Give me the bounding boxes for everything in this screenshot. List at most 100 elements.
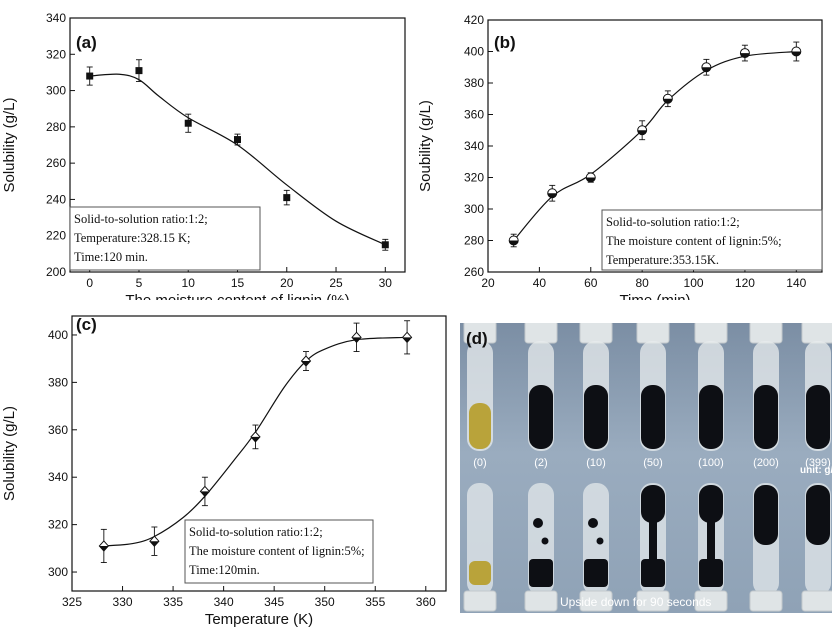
chart-b-xtick-label: 80 — [635, 276, 649, 290]
chart-c-annotation-box — [184, 519, 374, 584]
chart-c-xtick-label: 350 — [315, 595, 335, 609]
chart-c-xtick-label: 355 — [365, 595, 385, 609]
chart-a-plot-area: 0 5 10 15 20 25 30 200 220 240 260 280 300 320 340 The … — [1, 11, 406, 300]
chart-b-annotation-line: The moisture content of lignin:5%; — [606, 234, 782, 248]
chart-c-xtick-label: 340 — [214, 595, 234, 609]
chart-a-xtick-label: 15 — [231, 276, 245, 290]
chart-c-ytick-label: 340 — [48, 470, 68, 484]
vial-concentration-label: (0) — [473, 457, 486, 469]
chart-c-xtick-label: 360 — [416, 595, 436, 609]
vial-solution-inverted — [699, 559, 723, 587]
chart-b-xtick-label: 140 — [786, 276, 806, 290]
vial-cap — [801, 323, 832, 344]
chart-c-ytick-label: 300 — [48, 565, 68, 579]
chart-a-annotation-line: Temperature:328.15 K; — [74, 231, 190, 245]
vial-cap-inverted — [636, 590, 670, 612]
vial-cap-inverted — [579, 590, 613, 612]
chart-b-ytick-label: 260 — [464, 265, 484, 279]
chart-c-data-point-fill — [352, 337, 362, 343]
photo-caption: Upside down for 90 seconds — [560, 595, 711, 609]
chart-a-ytick-label: 220 — [46, 229, 66, 243]
chart-b-annotation-line: Solid-to-solution ratio:1:2; — [606, 215, 740, 229]
chart-b-data-point-fill — [547, 193, 557, 198]
chart-c-xtick-label: 330 — [113, 595, 133, 609]
chart-a-annotation-line: Solid-to-solution ratio:1:2; — [74, 212, 208, 226]
chart-c: 325 330 335 340 345 350 355 360 300 320 340 360 380 4… — [1, 315, 447, 628]
chart-b-ytick-label: 420 — [464, 13, 484, 27]
vial-cap — [636, 323, 670, 344]
panel-label-b: (b) — [494, 33, 516, 52]
vial-concentration-label: (399) — [805, 457, 831, 469]
chart-c-xtick-label: 335 — [163, 595, 183, 609]
vial-cap — [694, 323, 728, 344]
vial-cap-inverted — [524, 590, 558, 612]
chart-a-xtick-label: 25 — [329, 276, 343, 290]
vial-solution — [529, 385, 553, 449]
vial-gel-top — [699, 485, 723, 523]
vial-solution-inverted — [641, 559, 665, 587]
chart-c-ytick-label: 360 — [48, 423, 68, 437]
chart-b-xtick-label: 20 — [481, 276, 495, 290]
chart-b-xtick-label: 120 — [735, 276, 755, 290]
vial-cap — [749, 323, 783, 344]
chart-c-plot-area: 325 330 335 340 345 350 355 360 300 320 340 360 380 4… — [1, 315, 447, 628]
chart-b-ytick-label: 360 — [464, 108, 484, 122]
chart-a-data-point — [234, 136, 241, 144]
vial-concentration-label: (10) — [586, 457, 606, 469]
vial-solution — [469, 403, 491, 449]
chart-a-ytick-label: 320 — [46, 47, 66, 61]
vial-solution — [584, 385, 608, 449]
chart-c-annotation-line: Time:120min. — [189, 563, 260, 577]
chart-b-data-point-fill — [740, 53, 750, 58]
chart-b-plot-area: 20 40 60 80 100 120 140 260 280 300 320 340 360 380 40… — [417, 13, 823, 300]
chart-c-ytick-label: 380 — [48, 375, 68, 389]
vial-cap-inverted — [694, 590, 728, 612]
chart-b-ytick-label: 400 — [464, 45, 484, 59]
vial-cap — [579, 323, 613, 344]
vial-droplet — [588, 518, 598, 528]
vial-solution-inverted — [529, 559, 553, 587]
vial-solution — [699, 385, 723, 449]
chart-b: 20 40 60 80 100 120 140 260 280 300 320 340 360 380 40… — [417, 13, 823, 300]
vial-solution-inverted — [469, 561, 491, 585]
chart-a-xtick-label: 30 — [379, 276, 393, 290]
chart-a-xtick-label: 0 — [86, 276, 93, 290]
chart-c-frame — [71, 315, 447, 592]
vial-solution-inverted — [584, 559, 608, 587]
chart-c-data-point-fill — [250, 436, 260, 442]
chart-b-ytick-label: 300 — [464, 202, 484, 216]
chart-c-data-point-fill — [149, 541, 159, 547]
vial-gel-top — [641, 485, 665, 523]
vial-solution — [806, 385, 830, 449]
chart-a-xtick-label: 20 — [280, 276, 294, 290]
chart-c-xtick-label: 345 — [264, 595, 284, 609]
chart-a-ytick-label: 300 — [46, 84, 66, 98]
chart-b-xlabel: Time (min) — [619, 292, 690, 300]
chart-b-data-point-fill — [701, 67, 711, 72]
chart-a-ytick-label: 280 — [46, 120, 66, 134]
vial-cap-inverted — [801, 590, 832, 612]
photo-unit-label: unit: g/ — [800, 465, 832, 476]
vial-concentration-label: (50) — [643, 457, 663, 469]
chart-b-data-point-fill — [637, 130, 647, 135]
vial-concentration-label: (2) — [534, 457, 547, 469]
chart-b-data-point-fill — [663, 98, 673, 104]
chart-a-data-point — [135, 67, 143, 75]
chart-c-data-point-fill — [99, 545, 109, 551]
chart-a-ytick-label: 340 — [46, 11, 66, 25]
chart-b-annotation-line: Temperature:353.15K. — [606, 253, 719, 267]
vials-bottom-row — [463, 483, 832, 612]
chart-a-annotation-box — [69, 206, 261, 271]
chart-c-xlabel: Temperature (K) — [205, 611, 313, 628]
vial-droplet — [541, 537, 549, 545]
chart-c-ylabel: Solubility (g/L) — [1, 406, 18, 501]
chart-a-ytick-label: 200 — [46, 265, 66, 279]
vial-droplet — [596, 537, 604, 545]
vial-concentration-label: (200) — [753, 457, 779, 469]
vial-cap-inverted — [749, 590, 783, 612]
panel-label-d: (d) — [466, 329, 488, 348]
chart-a-xtick-label: 10 — [182, 276, 196, 290]
chart-a-ylabel: Solubility (g/L) — [1, 97, 18, 192]
chart-b-annotation-box — [601, 209, 823, 271]
chart-b-data-point-fill — [509, 240, 519, 246]
